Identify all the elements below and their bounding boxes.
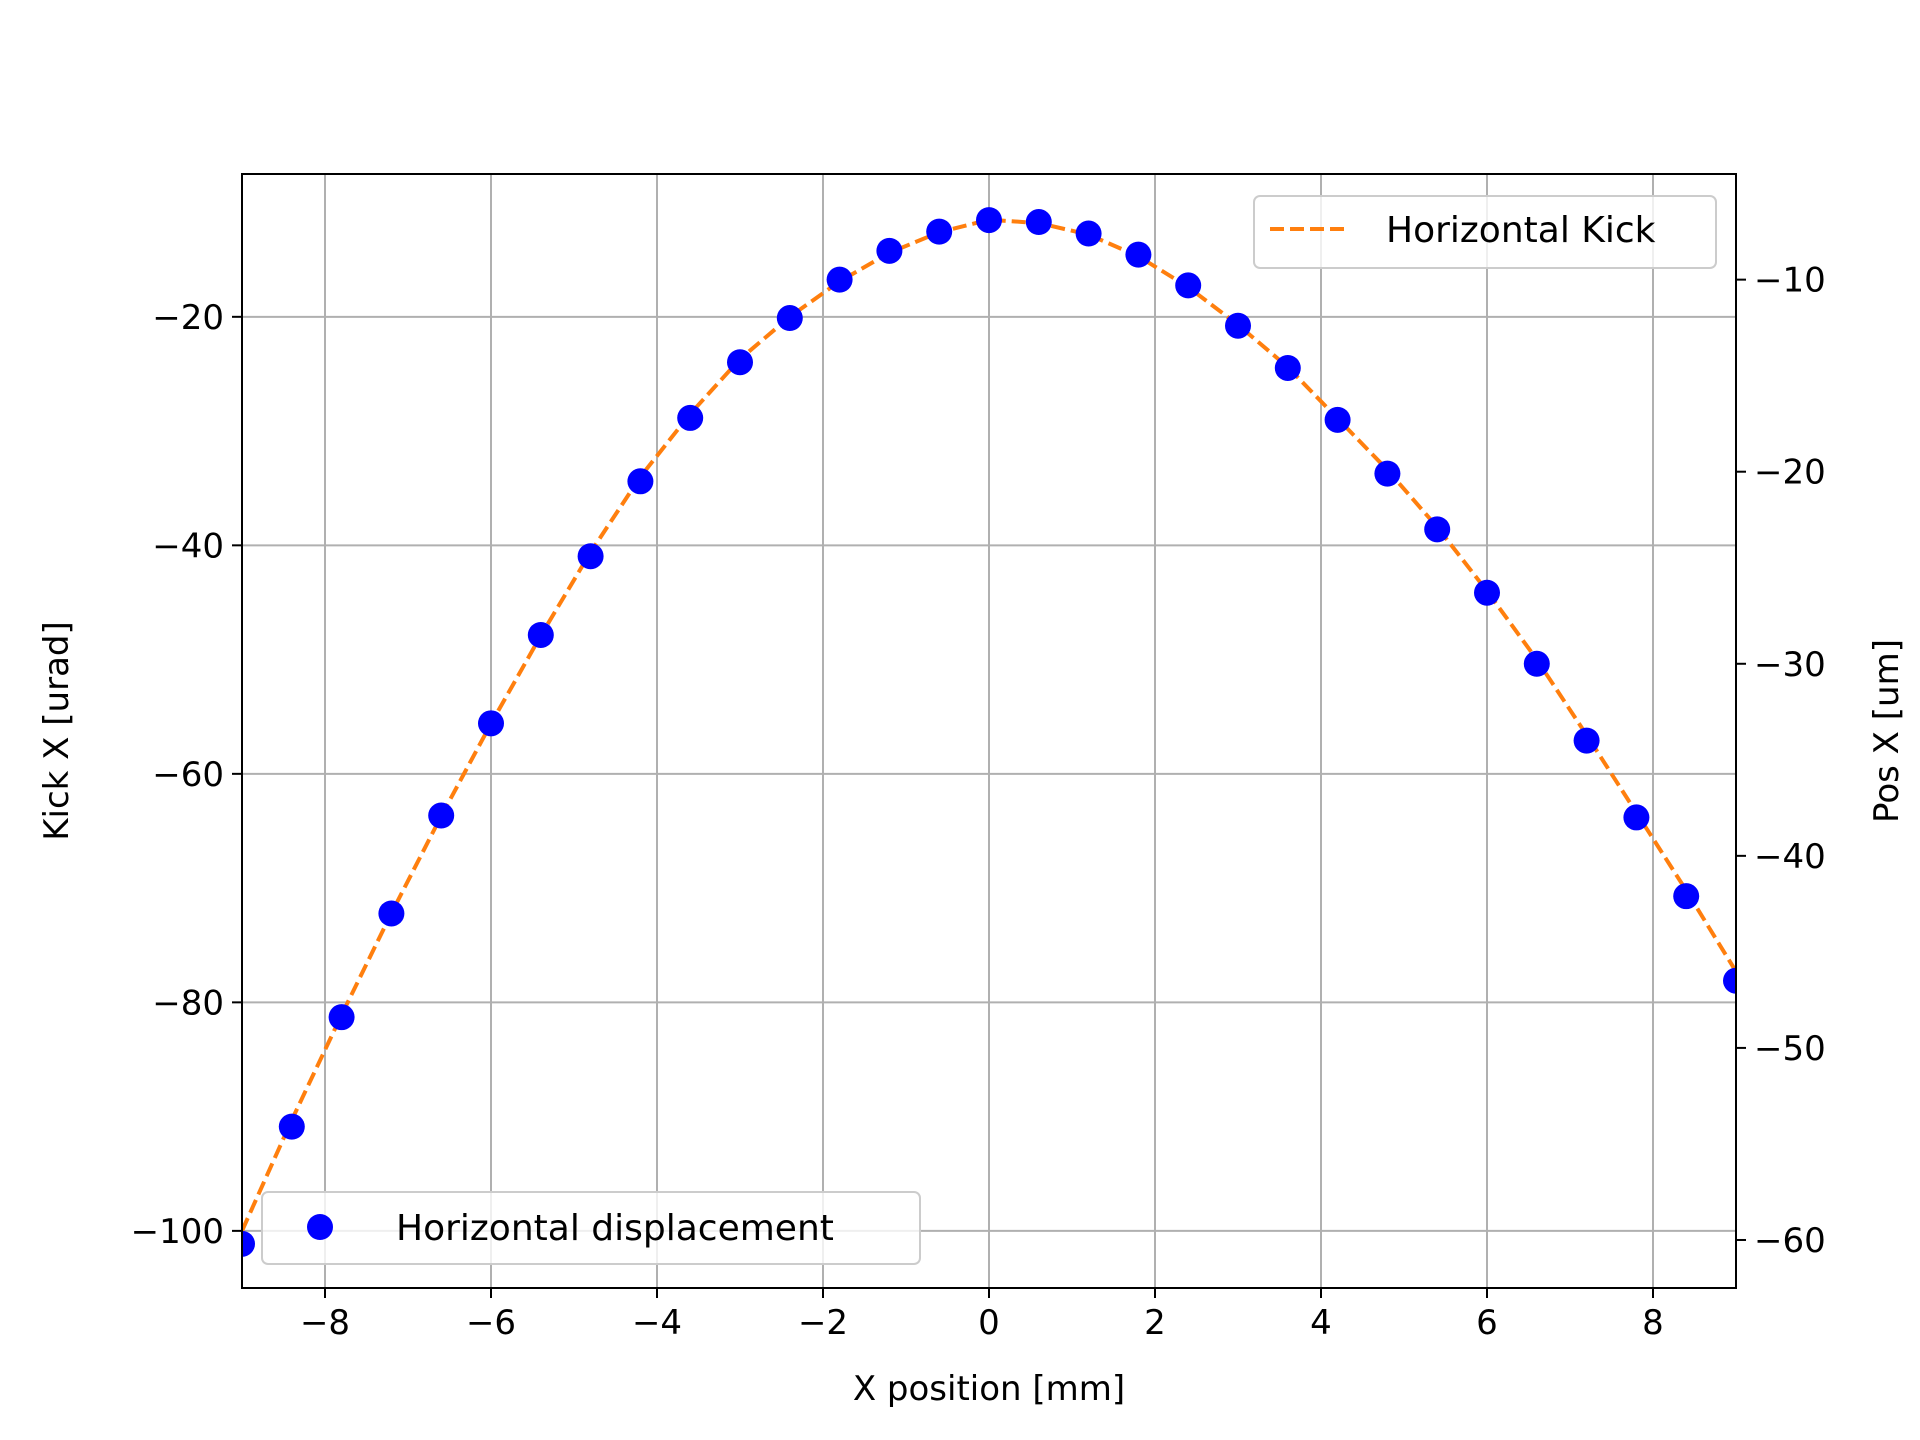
data-point-horizontal-displacement bbox=[976, 207, 1002, 234]
y-axis-left-label: Kick X [urad] bbox=[37, 621, 77, 841]
x-tick-label: −8 bbox=[300, 1303, 350, 1343]
data-point-horizontal-displacement bbox=[1324, 406, 1351, 433]
data-point-horizontal-displacement bbox=[1075, 220, 1102, 247]
data-point-horizontal-displacement bbox=[727, 349, 753, 376]
x-axis-label: X position [mm] bbox=[853, 1369, 1125, 1409]
y-left-tick-label: −40 bbox=[152, 526, 224, 566]
data-point-horizontal-displacement bbox=[826, 266, 853, 293]
y-left-tick-label: −60 bbox=[152, 755, 224, 795]
legend-kick-label: Horizontal Kick bbox=[1386, 210, 1656, 251]
x-tick-label: −4 bbox=[632, 1303, 682, 1343]
x-tick-label: −2 bbox=[798, 1303, 848, 1343]
data-point-horizontal-displacement bbox=[1523, 650, 1550, 677]
y-axis-right-label: Pos X [um] bbox=[1867, 639, 1907, 823]
y-right-tick-label: −60 bbox=[1754, 1221, 1826, 1261]
legend-displacement-label: Horizontal displacement bbox=[396, 1208, 834, 1249]
y-right-tick-label: −40 bbox=[1754, 837, 1826, 877]
data-point-horizontal-displacement bbox=[478, 710, 504, 737]
data-point-horizontal-displacement bbox=[378, 900, 405, 927]
data-point-horizontal-displacement bbox=[577, 543, 604, 570]
data-point-horizontal-displacement bbox=[428, 802, 455, 829]
y-right-tick-label: −50 bbox=[1754, 1029, 1826, 1069]
data-point-horizontal-displacement bbox=[242, 1230, 255, 1257]
data-point-horizontal-displacement bbox=[677, 404, 704, 431]
y-left-tick-label: −80 bbox=[152, 983, 224, 1023]
data-point-horizontal-displacement bbox=[876, 237, 903, 264]
data-point-horizontal-displacement bbox=[926, 218, 953, 245]
data-point-horizontal-displacement bbox=[527, 621, 554, 648]
x-tick-label: −6 bbox=[466, 1303, 516, 1343]
legend-box bbox=[1253, 195, 1717, 269]
x-tick-label: 0 bbox=[978, 1303, 1000, 1343]
data-point-horizontal-displacement bbox=[1125, 241, 1152, 268]
legend-top-right: Horizontal Kick bbox=[1253, 195, 1717, 269]
data-point-horizontal-displacement bbox=[278, 1113, 305, 1140]
legend-displacement-swatch bbox=[307, 1214, 333, 1240]
ticks: −8 −6 −4 −2 0 2 4 6 8−20−40−60−80−100−10−20−30−4… bbox=[131, 261, 1826, 1343]
data-point-horizontal-displacement bbox=[1374, 460, 1401, 487]
data-point-horizontal-displacement bbox=[1623, 804, 1650, 831]
data-point-horizontal-displacement bbox=[328, 1004, 355, 1031]
y-right-tick-label: −10 bbox=[1754, 261, 1826, 301]
data-point-horizontal-displacement bbox=[1474, 579, 1500, 606]
x-tick-label: 2 bbox=[1144, 1303, 1166, 1343]
grid bbox=[242, 174, 1736, 1288]
legend-bottom-left: Horizontal displacement bbox=[261, 1191, 921, 1265]
y-right-tick-label: −20 bbox=[1754, 453, 1826, 493]
data-point-horizontal-displacement bbox=[1723, 967, 1736, 994]
data-point-horizontal-displacement bbox=[1673, 883, 1700, 910]
data-point-horizontal-displacement bbox=[1573, 727, 1600, 754]
y-left-tick-label: −100 bbox=[131, 1212, 224, 1252]
data-point-horizontal-displacement bbox=[776, 305, 803, 332]
x-tick-label: 4 bbox=[1310, 1303, 1332, 1343]
data-point-horizontal-displacement bbox=[1025, 209, 1052, 236]
x-tick-label: 6 bbox=[1476, 1303, 1498, 1343]
data-point-horizontal-displacement bbox=[1274, 354, 1301, 381]
data-point-horizontal-displacement bbox=[627, 468, 654, 495]
y-left-tick-label: −20 bbox=[152, 298, 224, 338]
plot-area bbox=[242, 207, 1736, 1257]
data-point-horizontal-displacement bbox=[1175, 272, 1202, 299]
x-tick-label: 8 bbox=[1642, 1303, 1664, 1343]
data-point-horizontal-displacement bbox=[1424, 516, 1451, 543]
data-point-horizontal-displacement bbox=[1225, 312, 1251, 339]
legend-box bbox=[261, 1191, 921, 1265]
y-right-tick-label: −30 bbox=[1754, 645, 1826, 685]
